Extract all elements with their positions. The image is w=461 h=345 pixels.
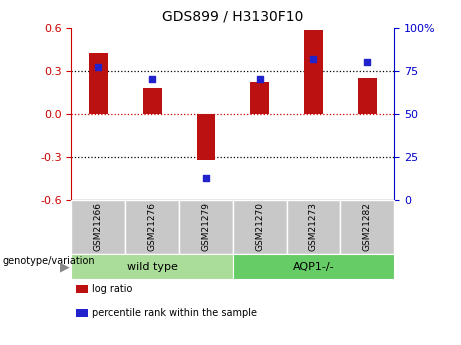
- Text: AQP1-/-: AQP1-/-: [293, 262, 334, 272]
- Point: [95, 65, 102, 70]
- Text: GSM21282: GSM21282: [363, 203, 372, 251]
- Point: [310, 56, 317, 61]
- Bar: [196, 114, 215, 160]
- Text: GSM21276: GSM21276: [148, 202, 157, 252]
- Text: GSM21270: GSM21270: [255, 202, 264, 252]
- Text: percentile rank within the sample: percentile rank within the sample: [92, 308, 257, 318]
- Point: [148, 77, 156, 82]
- Text: log ratio: log ratio: [92, 284, 132, 294]
- Text: GSM21266: GSM21266: [94, 202, 103, 252]
- Bar: [250, 82, 269, 114]
- Text: ▶: ▶: [59, 260, 69, 273]
- Text: GSM21279: GSM21279: [201, 202, 210, 252]
- Bar: [304, 30, 323, 114]
- Bar: [143, 88, 161, 114]
- Text: wild type: wild type: [127, 262, 177, 272]
- Text: genotype/variation: genotype/variation: [2, 256, 95, 266]
- Bar: [358, 78, 377, 114]
- Text: GSM21273: GSM21273: [309, 202, 318, 252]
- Bar: [89, 53, 108, 114]
- Title: GDS899 / H3130F10: GDS899 / H3130F10: [162, 10, 303, 24]
- Point: [256, 77, 263, 82]
- Point: [364, 59, 371, 65]
- Point: [202, 175, 210, 180]
